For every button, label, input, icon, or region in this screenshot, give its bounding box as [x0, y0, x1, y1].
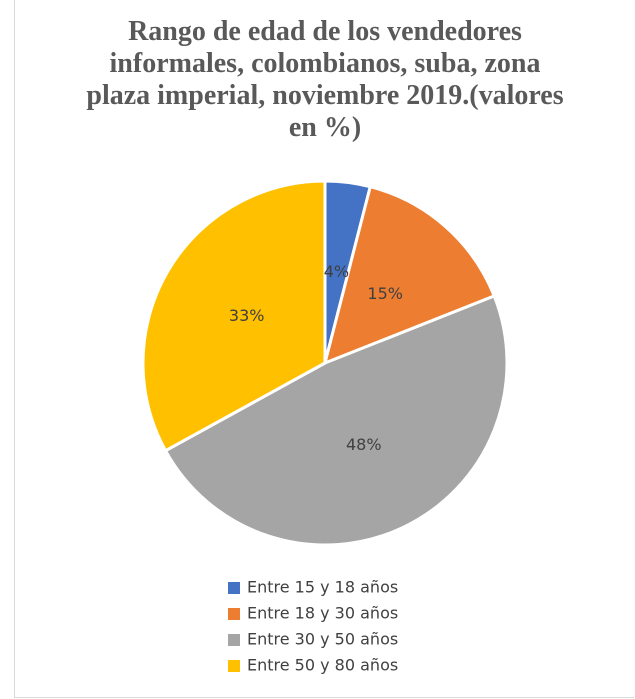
legend-swatch — [228, 582, 240, 594]
chart-title: Rango de edad de los vendedores informal… — [86, 16, 564, 143]
data-label: 33% — [229, 306, 265, 325]
data-label: 4% — [324, 262, 349, 281]
legend-swatch — [228, 660, 240, 672]
legend-swatch — [228, 634, 240, 646]
pie-slice — [163, 294, 509, 547]
data-label: 48% — [346, 435, 382, 454]
legend-label: Entre 50 y 80 años — [247, 656, 398, 675]
legend-swatch — [228, 608, 240, 620]
data-label: 15% — [367, 284, 403, 303]
legend-label: Entre 18 y 30 años — [247, 604, 398, 623]
pie-slice — [322, 184, 497, 366]
legend-label: Entre 15 y 18 años — [247, 578, 398, 597]
chart-border — [14, 0, 634, 698]
pie-slice — [141, 179, 327, 453]
legend-label: Entre 30 y 50 años — [247, 630, 398, 649]
